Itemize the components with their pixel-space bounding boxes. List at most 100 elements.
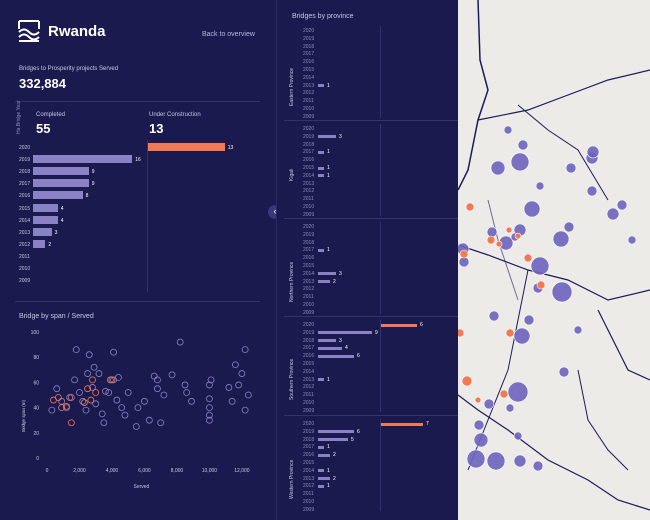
completed-point[interactable] (238, 370, 246, 377)
completed-bar[interactable] (33, 239, 46, 248)
under-construction-point[interactable] (84, 385, 91, 393)
completed-point[interactable] (53, 385, 61, 393)
completed-point[interactable] (92, 400, 100, 408)
completed-point[interactable] (105, 389, 113, 396)
completed-bar[interactable] (33, 203, 58, 212)
completed-point[interactable] (48, 406, 56, 414)
completed-point[interactable] (102, 387, 109, 395)
back-to-overview-link[interactable]: Back to overview (202, 31, 255, 38)
completed-point[interactable] (71, 376, 79, 384)
province-completed-bar[interactable] (318, 346, 342, 350)
under-construction-point[interactable] (67, 419, 75, 427)
province-under-bar[interactable] (381, 323, 417, 327)
completed-point[interactable] (231, 361, 239, 369)
province-under-bar[interactable] (381, 422, 423, 426)
completed-point[interactable] (154, 385, 161, 393)
completed-point[interactable] (241, 346, 249, 354)
completed-point[interactable] (225, 384, 233, 391)
under-construction-point[interactable] (58, 404, 66, 411)
completed-point[interactable] (58, 397, 66, 405)
scatter-plot: 100 80 60 40 20 0 0 2,000 4,000 6,000 8,000 10,000 1… (21, 330, 252, 490)
province-completed-bar[interactable] (318, 248, 324, 252)
province-completed-bar[interactable] (318, 438, 348, 442)
completed-point[interactable] (98, 410, 106, 418)
under-construction-point[interactable] (66, 394, 74, 401)
completed-bar[interactable] (33, 215, 58, 224)
completed-point[interactable] (141, 397, 148, 405)
completed-point[interactable] (72, 346, 80, 354)
completed-bar[interactable] (33, 179, 89, 188)
completed-point[interactable] (154, 376, 161, 384)
completed-point[interactable] (82, 406, 90, 414)
completed-point[interactable] (205, 395, 213, 403)
province-completed-bar[interactable] (318, 484, 324, 488)
completed-point[interactable] (168, 371, 176, 379)
completed-point[interactable] (110, 376, 117, 384)
completed-point[interactable] (241, 406, 249, 414)
completed-bar[interactable] (33, 227, 52, 236)
rwanda-map[interactable] (458, 0, 650, 520)
completed-point[interactable] (188, 397, 195, 405)
completed-point[interactable] (181, 381, 189, 389)
completed-point[interactable] (95, 370, 103, 377)
province-completed-bar[interactable] (318, 331, 372, 335)
under-construction-point[interactable] (63, 402, 70, 410)
under-construction-point[interactable] (87, 396, 95, 404)
completed-point[interactable] (205, 416, 213, 424)
completed-bar[interactable] (33, 167, 89, 176)
province-completed-bar[interactable] (318, 445, 324, 449)
province-completed-bar[interactable] (318, 174, 324, 178)
completed-point[interactable] (113, 396, 121, 404)
completed-point[interactable] (79, 397, 87, 405)
province-completed-bar[interactable] (318, 378, 324, 382)
completed-point[interactable] (176, 338, 184, 346)
under-construction-point[interactable] (80, 399, 88, 406)
completed-point[interactable] (205, 381, 213, 389)
completed-bar[interactable] (33, 191, 83, 200)
under-construction-point[interactable] (89, 376, 96, 384)
province-completed-bar[interactable] (318, 453, 330, 457)
under-construction-point[interactable] (92, 389, 100, 396)
province-completed-bar[interactable] (318, 354, 354, 358)
completed-point[interactable] (160, 391, 168, 399)
province-completed-bar[interactable] (318, 469, 324, 473)
completed-point[interactable] (85, 351, 93, 359)
province-completed-bar[interactable] (318, 430, 354, 434)
province-completed-bar[interactable] (318, 150, 324, 154)
province-completed-bar[interactable] (318, 84, 324, 88)
completed-point[interactable] (121, 411, 129, 419)
completed-point[interactable] (84, 370, 91, 377)
under-construction-point[interactable] (54, 394, 62, 401)
completed-point[interactable] (132, 423, 140, 430)
completed-point[interactable] (205, 411, 213, 419)
completed-point[interactable] (207, 376, 215, 384)
completed-point[interactable] (205, 404, 213, 411)
province-completed-bar[interactable] (318, 339, 336, 343)
completed-point[interactable] (110, 348, 117, 356)
completed-point[interactable] (124, 389, 132, 396)
under-construction-point[interactable] (108, 376, 116, 384)
province-completed-bar[interactable] (318, 135, 336, 139)
completed-bar[interactable] (33, 155, 133, 164)
completed-point[interactable] (90, 363, 98, 371)
under-construction-bar[interactable] (148, 143, 225, 151)
province-completed-bar[interactable] (318, 166, 324, 170)
province-completed-bar[interactable] (318, 280, 330, 284)
completed-point[interactable] (157, 419, 165, 427)
completed-point[interactable] (183, 389, 191, 396)
completed-point[interactable] (145, 416, 153, 424)
province-completed-bar[interactable] (318, 477, 330, 481)
scatter-title: Bridge by span / Served (19, 313, 94, 320)
completed-point[interactable] (67, 394, 75, 401)
under-construction-point[interactable] (106, 376, 114, 384)
completed-point[interactable] (134, 404, 142, 411)
province-completed-bar[interactable] (318, 272, 336, 276)
completed-point[interactable] (244, 391, 252, 399)
completed-point[interactable] (150, 372, 158, 380)
completed-point[interactable] (76, 389, 83, 396)
completed-point[interactable] (228, 397, 236, 405)
completed-point[interactable] (100, 419, 108, 427)
completed-point[interactable] (89, 384, 96, 391)
completed-point[interactable] (235, 381, 243, 389)
completed-point[interactable] (118, 404, 126, 411)
